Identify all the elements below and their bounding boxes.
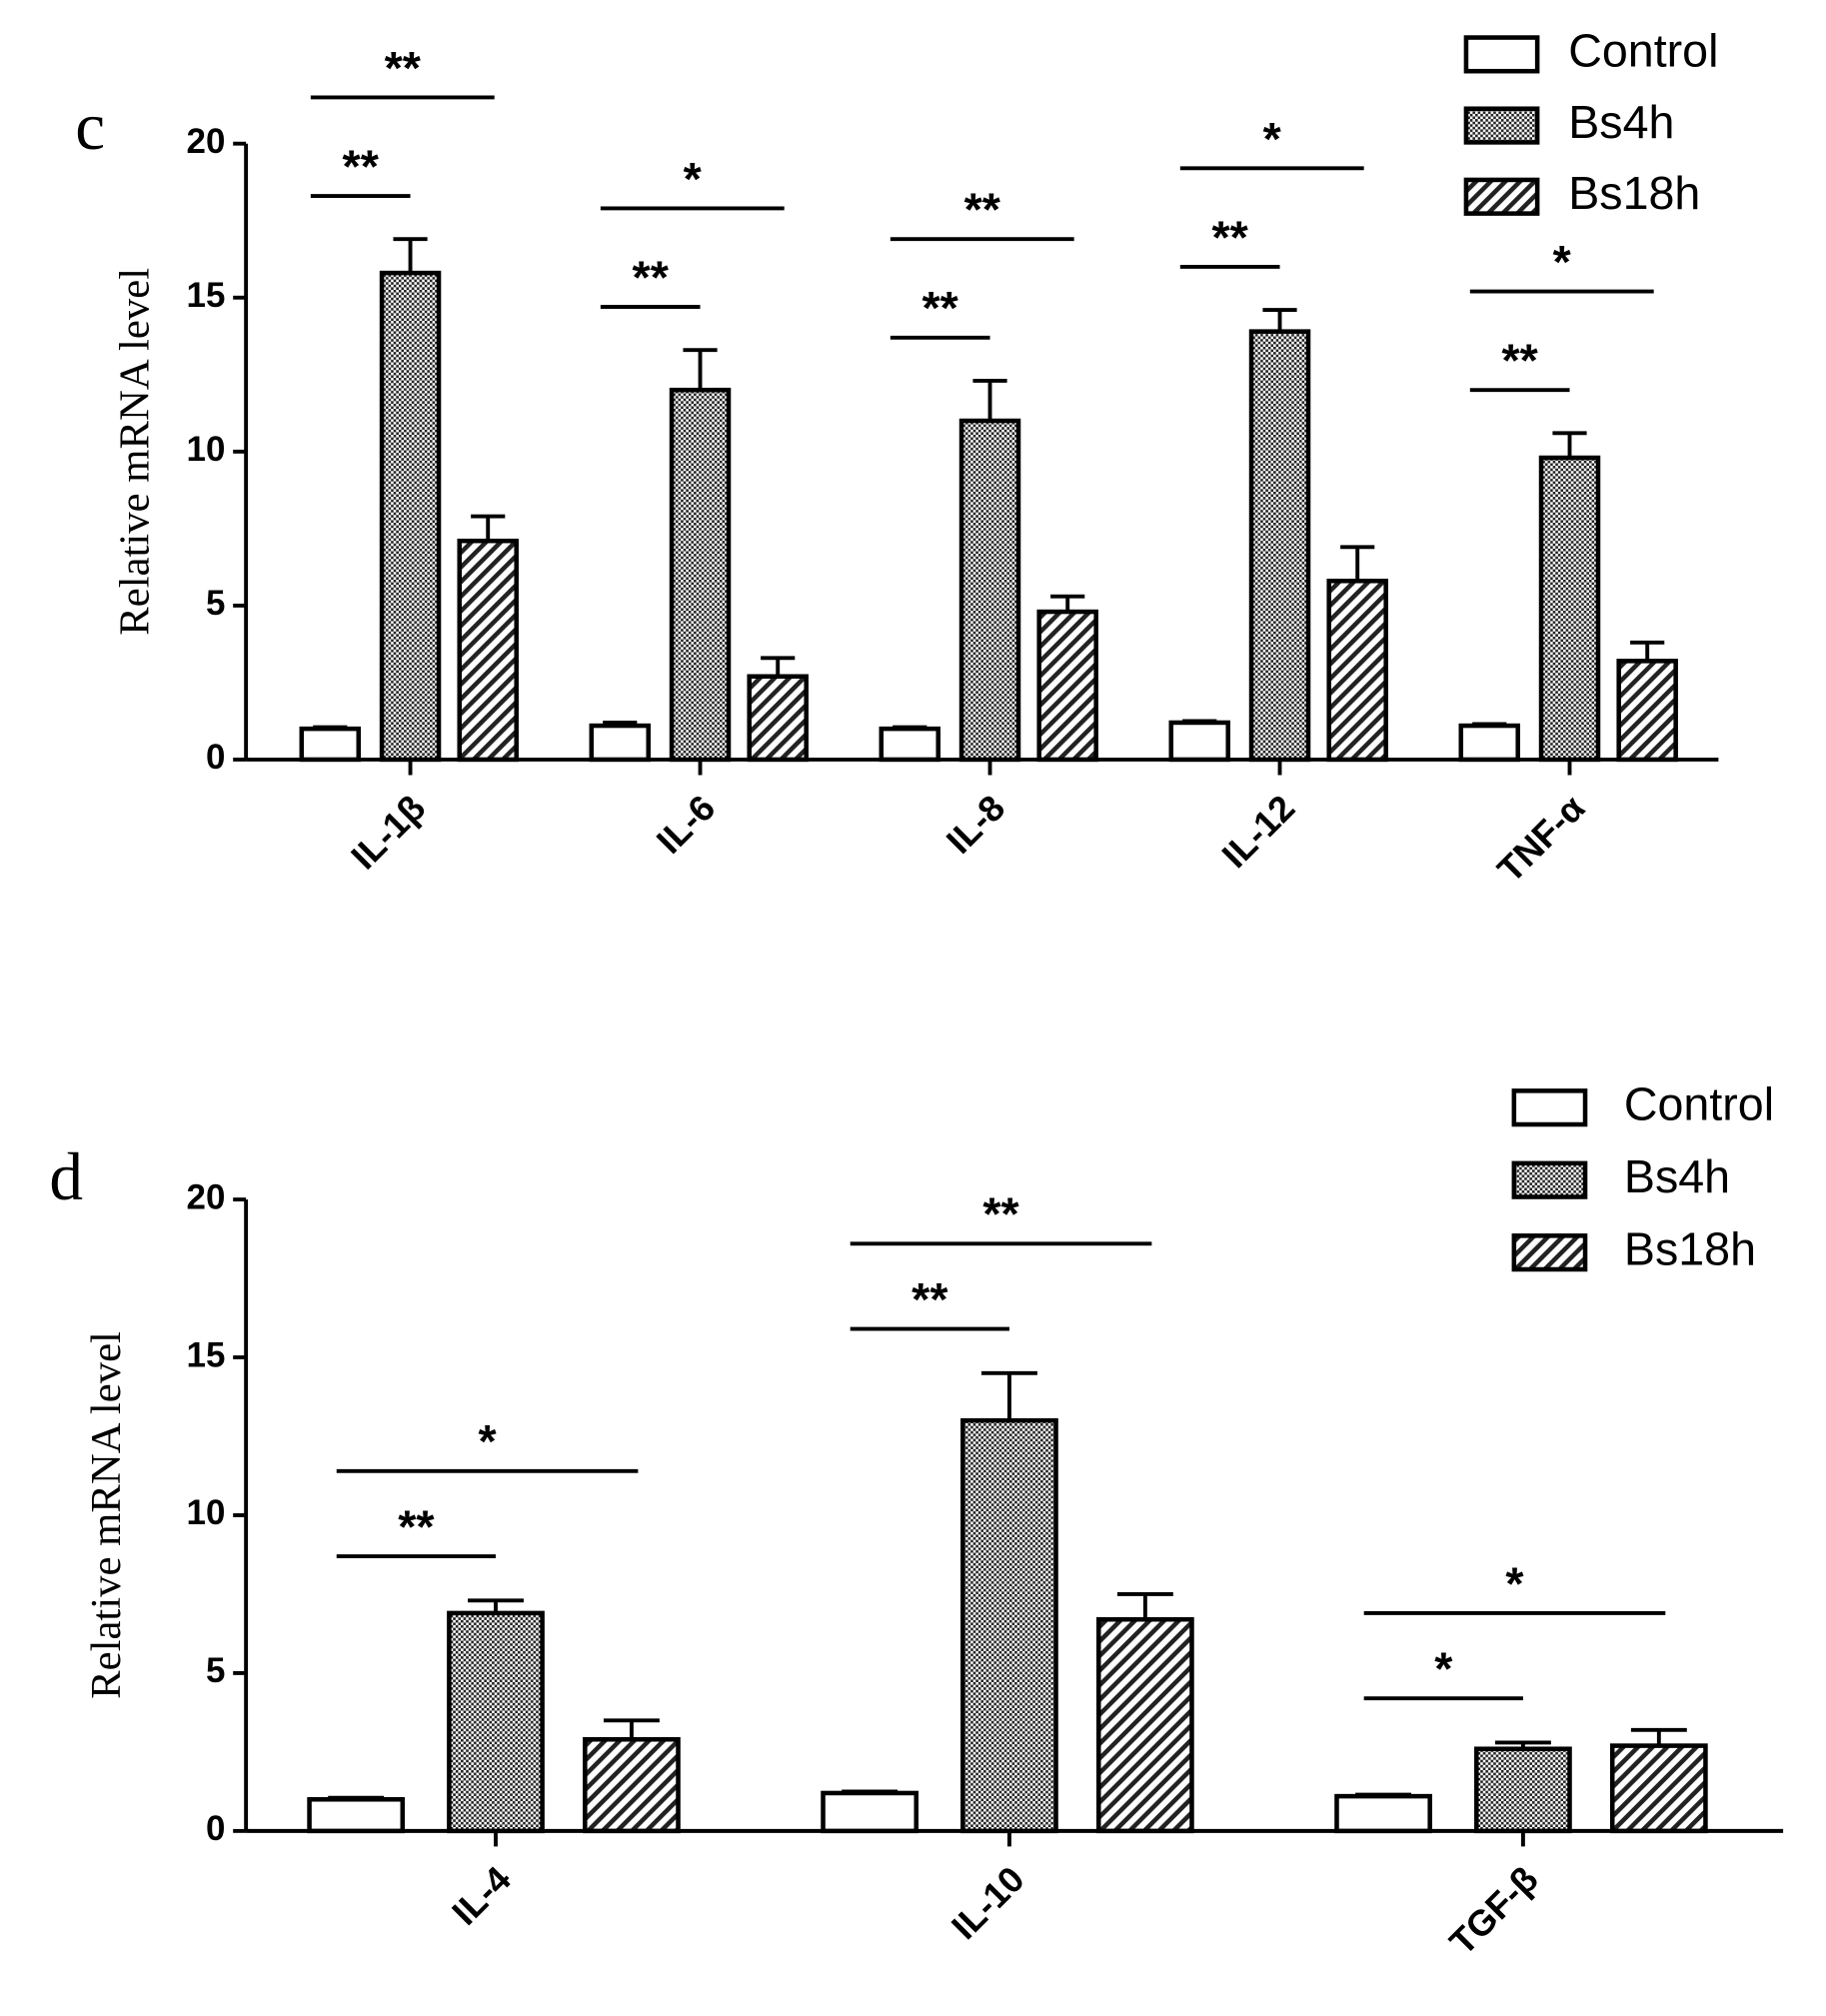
bar	[457, 538, 519, 763]
y-axis-label: Relative mRNA level	[111, 268, 158, 636]
bar	[1458, 723, 1520, 763]
x-tick-label: TNF-α	[1489, 787, 1592, 890]
bar	[879, 726, 941, 763]
y-tick-label: 5	[206, 1651, 225, 1690]
x-tick-label: IL-12	[1214, 787, 1303, 876]
bar	[1538, 455, 1601, 763]
bar	[1168, 720, 1231, 763]
y-tick-label: 10	[187, 430, 226, 469]
significance-label: **	[633, 251, 670, 303]
bar	[447, 1610, 545, 1834]
significance-label: *	[1553, 236, 1572, 288]
x-tick-label: IL-4	[444, 1858, 519, 1933]
x-tick-label: IL-8	[938, 787, 1013, 862]
legend-label: Bs4h	[1568, 96, 1674, 148]
significance-label: *	[1434, 1643, 1453, 1695]
legend-swatch	[1511, 1233, 1588, 1272]
bar	[1609, 1743, 1708, 1834]
significance-label: **	[964, 184, 1001, 236]
legend-swatch	[1463, 35, 1540, 74]
legend-swatch	[1463, 177, 1540, 216]
legend-label: Bs18h	[1568, 167, 1700, 219]
significance-label: *	[1505, 1557, 1524, 1609]
bar	[958, 418, 1021, 763]
bar	[960, 1417, 1058, 1834]
significance-label: *	[684, 153, 703, 205]
bar	[1474, 1746, 1572, 1834]
legend-label: Control	[1624, 1077, 1774, 1129]
y-tick-label: 5	[206, 584, 225, 623]
bar	[1248, 329, 1311, 763]
legend-swatch	[1511, 1088, 1588, 1127]
y-tick-label: 0	[206, 1809, 225, 1848]
bar	[1334, 1793, 1432, 1834]
bar	[589, 723, 652, 763]
bar	[1036, 609, 1098, 763]
significance-label: *	[1263, 113, 1282, 165]
y-tick-label: 20	[187, 122, 226, 161]
y-tick-label: 20	[187, 1177, 226, 1216]
legend-label: Control	[1568, 25, 1718, 77]
bar	[821, 1790, 919, 1834]
y-axis-label: Relative mRNA level	[83, 1331, 130, 1699]
bar	[669, 387, 732, 763]
significance-label: **	[982, 1188, 1019, 1240]
bar	[1096, 1616, 1194, 1834]
significance-label: **	[922, 282, 959, 334]
bar	[307, 1797, 406, 1834]
legend-label: Bs4h	[1624, 1150, 1730, 1202]
significance-label: **	[385, 42, 422, 94]
legend-label: Bs18h	[1624, 1222, 1756, 1274]
y-tick-label: 15	[187, 276, 226, 315]
bar	[1616, 659, 1678, 763]
bar	[379, 270, 442, 763]
significance-label: **	[398, 1500, 435, 1552]
y-tick-label: 15	[187, 1335, 226, 1374]
significance-label: *	[479, 1415, 498, 1467]
x-tick-label: IL-10	[943, 1858, 1032, 1947]
significance-label: **	[1502, 335, 1539, 387]
y-tick-label: 0	[206, 738, 225, 777]
bar	[1326, 578, 1388, 763]
panel-label: d	[49, 1139, 83, 1214]
significance-label: **	[1212, 211, 1249, 263]
bar	[299, 726, 362, 763]
y-tick-label: 10	[187, 1493, 226, 1532]
x-tick-label: IL-1β	[343, 787, 433, 877]
x-tick-label: TGF-β	[1441, 1858, 1545, 1962]
legend-swatch	[1463, 106, 1540, 145]
x-tick-label: IL-6	[649, 787, 724, 862]
significance-label: **	[912, 1273, 948, 1325]
legend-swatch	[1511, 1160, 1588, 1199]
bar	[583, 1736, 681, 1834]
panel-label: c	[75, 89, 105, 164]
significance-label: **	[343, 141, 380, 193]
bar	[747, 674, 809, 763]
